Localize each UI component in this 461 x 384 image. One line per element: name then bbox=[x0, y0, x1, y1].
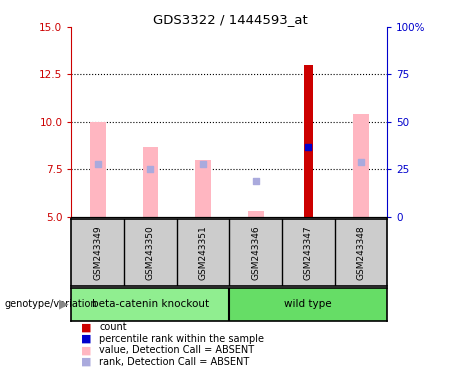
Text: ■: ■ bbox=[81, 357, 91, 367]
Text: GDS3322 / 1444593_at: GDS3322 / 1444593_at bbox=[153, 13, 308, 26]
Text: value, Detection Call = ABSENT: value, Detection Call = ABSENT bbox=[99, 345, 254, 355]
Text: GSM243347: GSM243347 bbox=[304, 225, 313, 280]
Text: ■: ■ bbox=[81, 345, 91, 355]
Text: count: count bbox=[99, 322, 127, 332]
Point bbox=[357, 159, 365, 165]
Text: GSM243346: GSM243346 bbox=[251, 225, 260, 280]
Bar bbox=[248, 211, 264, 217]
Text: rank, Detection Call = ABSENT: rank, Detection Call = ABSENT bbox=[99, 357, 249, 367]
Bar bbox=[142, 147, 158, 217]
Text: GSM243349: GSM243349 bbox=[93, 225, 102, 280]
Text: ■: ■ bbox=[81, 334, 91, 344]
Text: beta-catenin knockout: beta-catenin knockout bbox=[92, 299, 209, 310]
Text: GSM243348: GSM243348 bbox=[356, 225, 366, 280]
Point bbox=[252, 178, 260, 184]
Point bbox=[199, 161, 207, 167]
Bar bbox=[71, 288, 230, 321]
Text: percentile rank within the sample: percentile rank within the sample bbox=[99, 334, 264, 344]
Bar bbox=[195, 160, 211, 217]
Point bbox=[147, 166, 154, 172]
Text: GSM243350: GSM243350 bbox=[146, 225, 155, 280]
Point bbox=[94, 161, 101, 167]
Bar bbox=[303, 65, 313, 217]
Text: wild type: wild type bbox=[284, 299, 332, 310]
Bar bbox=[90, 122, 106, 217]
Text: ▶: ▶ bbox=[59, 298, 68, 311]
Text: ■: ■ bbox=[81, 322, 91, 332]
Bar bbox=[229, 288, 387, 321]
Point bbox=[305, 144, 312, 150]
Text: GSM243351: GSM243351 bbox=[199, 225, 207, 280]
Text: genotype/variation: genotype/variation bbox=[5, 299, 97, 310]
Bar bbox=[353, 114, 369, 217]
